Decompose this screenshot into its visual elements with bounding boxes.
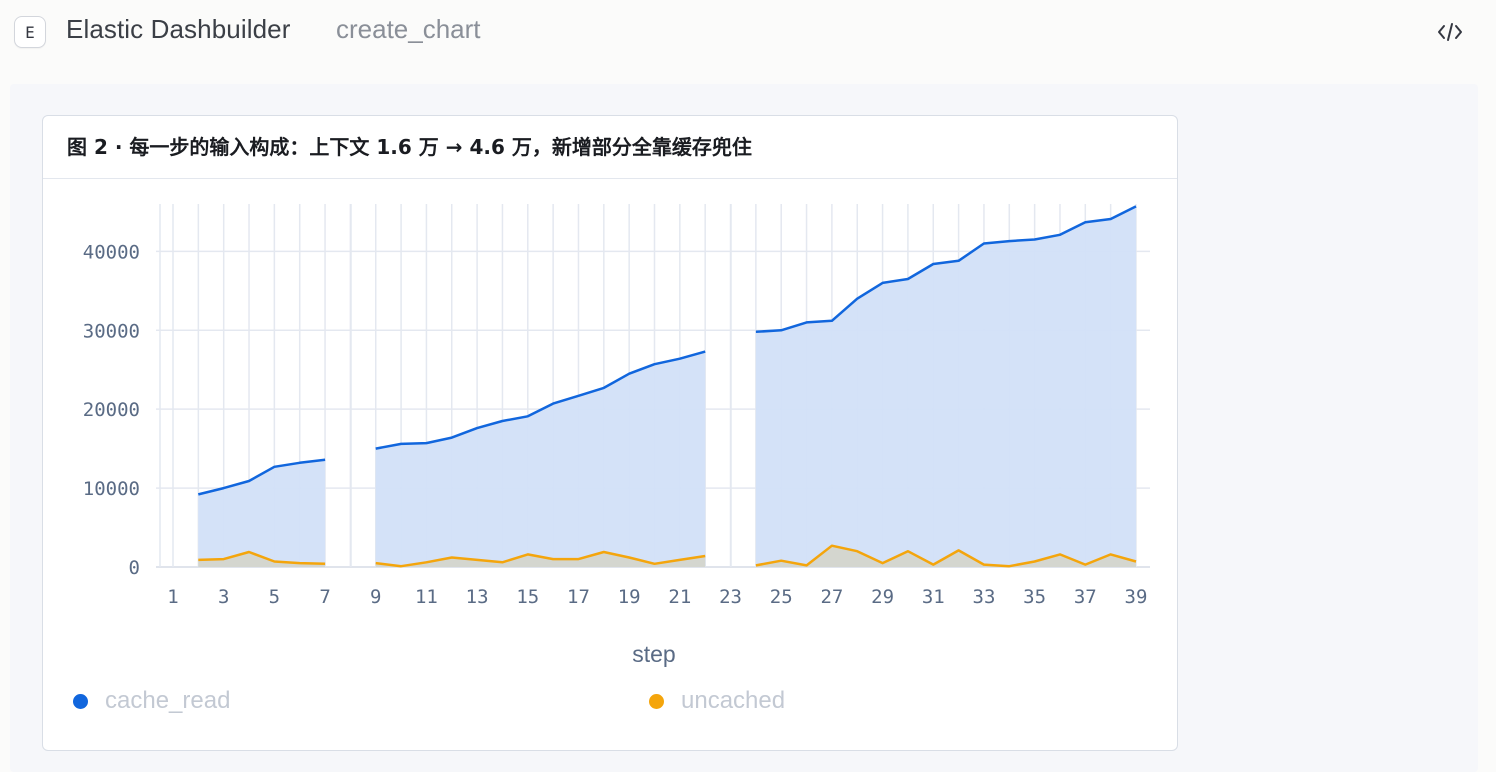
- x-tick-label: 27: [820, 586, 843, 608]
- y-tick-label: 0: [129, 557, 140, 579]
- x-tick-label: 31: [922, 586, 945, 608]
- chart-legend: cache_read uncached: [73, 685, 1153, 717]
- legend-swatch-uncached: [649, 693, 664, 709]
- panel-header: 图 2 · 每一步的输入构成：上下文 1.6 万 → 4.6 万，新增部分全靠缓…: [43, 116, 1177, 179]
- tool-name: create_chart: [336, 14, 481, 44]
- x-axis-label: step: [632, 641, 675, 667]
- cache-read-area: [375, 351, 706, 567]
- panel-title: 图 2 · 每一步的输入构成：上下文 1.6 万 → 4.6 万，新增部分全靠缓…: [67, 135, 752, 159]
- x-tick-label: 15: [516, 586, 539, 608]
- legend-swatch-cache-read: [73, 693, 88, 709]
- x-tick-label: 39: [1125, 586, 1148, 608]
- top-bar: E Elastic Dashbuilder create_chart: [0, 0, 1496, 64]
- x-tick-label: 33: [973, 586, 996, 608]
- uncached-area: [375, 552, 706, 567]
- series-lines: [197, 205, 1137, 568]
- x-axis-ticks: 1 3 5 7 9 11 13 15 17 19 21 23 25 27 29 31 33 35 37 39: [167, 586, 1147, 608]
- x-tick-label: 9: [370, 586, 381, 608]
- legend-label-uncached: uncached: [681, 687, 786, 714]
- x-tick-label: 29: [871, 586, 894, 608]
- uncached-line: [755, 544, 1137, 568]
- uncached-line: [198, 550, 326, 566]
- x-tick-label: 3: [218, 586, 229, 608]
- app-title: Elastic Dashbuilder: [66, 14, 291, 44]
- y-axis-ticks: 0 10000 20000 30000 40000: [83, 241, 140, 579]
- y-tick-label: 40000: [83, 241, 140, 263]
- x-tick-label: 11: [415, 586, 438, 608]
- legend-label-cache-read: cache_read: [105, 687, 231, 714]
- cache-read-line: [755, 205, 1137, 334]
- x-tick-label: 1: [167, 586, 178, 608]
- series-areas: [198, 206, 1136, 567]
- y-tick-label: 30000: [83, 320, 140, 342]
- code-view-button[interactable]: [1434, 16, 1466, 48]
- legend-item-cache-read[interactable]: cache_read: [73, 685, 230, 717]
- x-tick-label: 37: [1074, 586, 1097, 608]
- x-tick-label: 25: [770, 586, 793, 608]
- cache-read-line: [375, 350, 706, 450]
- x-tick-label: 19: [618, 586, 641, 608]
- cache-read-line: [197, 458, 326, 496]
- y-tick-label: 20000: [83, 399, 140, 421]
- cache-read-area: [755, 206, 1136, 567]
- x-tick-label: 35: [1023, 586, 1046, 608]
- app-logo: E: [14, 16, 46, 48]
- x-tick-label: 23: [719, 586, 742, 608]
- x-tick-label: 13: [466, 586, 489, 608]
- x-tick-label: 21: [668, 586, 691, 608]
- x-tick-label: 7: [319, 586, 330, 608]
- legend-item-uncached[interactable]: uncached: [649, 685, 785, 717]
- chart-panel: 图 2 · 每一步的输入构成：上下文 1.6 万 → 4.6 万，新增部分全靠缓…: [42, 115, 1178, 751]
- x-tick-label: 5: [269, 586, 280, 608]
- y-tick-label: 10000: [83, 478, 140, 500]
- cache-read-area: [198, 459, 326, 567]
- x-tick-label: 17: [567, 586, 590, 608]
- code-icon: [1438, 23, 1462, 41]
- uncached-line: [375, 550, 706, 568]
